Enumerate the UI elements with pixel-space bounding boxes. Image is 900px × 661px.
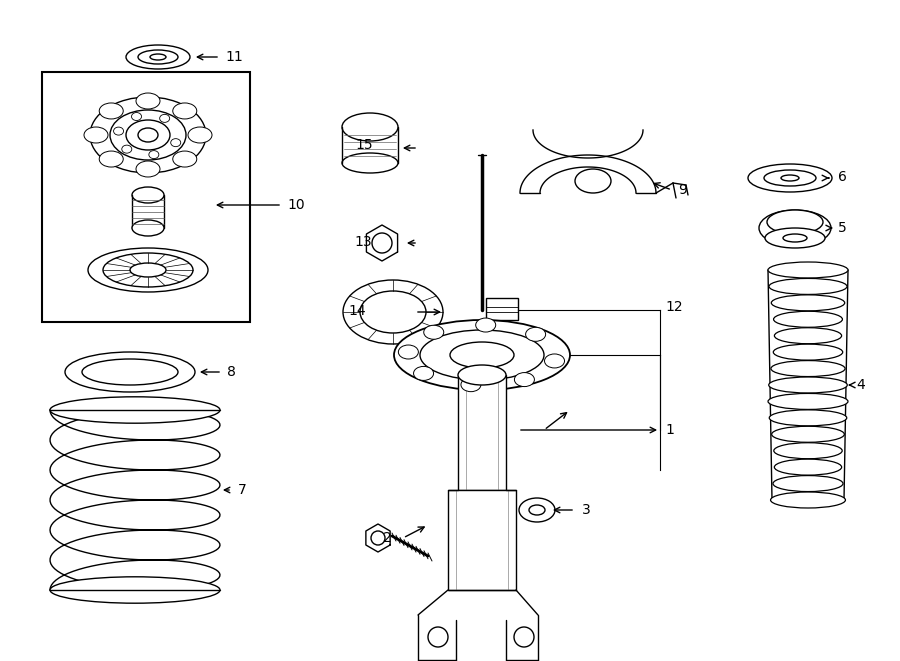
Ellipse shape [126,45,190,69]
Ellipse shape [414,366,434,380]
Ellipse shape [544,354,564,368]
Ellipse shape [770,410,847,426]
Ellipse shape [768,262,848,278]
Ellipse shape [150,54,166,60]
Ellipse shape [461,377,481,392]
Ellipse shape [424,325,444,339]
Ellipse shape [103,253,193,287]
Ellipse shape [774,311,842,327]
Ellipse shape [90,97,206,173]
Ellipse shape [748,164,832,192]
Ellipse shape [768,393,848,409]
Ellipse shape [99,103,123,119]
Ellipse shape [50,577,220,603]
Ellipse shape [188,127,212,143]
Ellipse shape [774,459,842,475]
Text: 10: 10 [287,198,304,212]
Ellipse shape [476,318,496,332]
Ellipse shape [575,169,611,193]
Ellipse shape [771,295,845,311]
Ellipse shape [132,220,164,236]
Ellipse shape [113,127,123,135]
Ellipse shape [759,210,831,246]
Ellipse shape [781,175,799,181]
Ellipse shape [130,263,166,277]
Ellipse shape [769,278,847,294]
Text: 7: 7 [238,483,247,497]
Bar [486,298,518,320]
Circle shape [428,627,448,647]
Text: 9: 9 [678,183,687,197]
Ellipse shape [171,139,181,147]
Ellipse shape [110,110,186,160]
Ellipse shape [420,330,544,380]
Text: 6: 6 [838,170,847,184]
Ellipse shape [765,228,825,248]
Ellipse shape [771,426,844,442]
Ellipse shape [159,114,170,122]
Text: 1: 1 [665,423,674,437]
Ellipse shape [342,113,398,141]
Ellipse shape [84,127,108,143]
Bar [42,72,250,322]
Ellipse shape [126,120,170,150]
Ellipse shape [770,492,845,508]
Text: 12: 12 [665,300,682,314]
Ellipse shape [136,161,160,177]
Text: 8: 8 [227,365,236,379]
Ellipse shape [774,443,842,459]
Ellipse shape [122,145,131,153]
Bar [458,375,506,490]
Ellipse shape [88,248,208,292]
Text: 11: 11 [225,50,243,64]
Ellipse shape [458,365,506,385]
Ellipse shape [450,342,514,368]
Bar [448,490,516,590]
Text: 2: 2 [383,531,392,545]
Ellipse shape [773,475,843,492]
Ellipse shape [148,151,159,159]
Ellipse shape [173,103,197,119]
Ellipse shape [136,93,160,109]
Ellipse shape [50,397,220,423]
Text: 14: 14 [348,304,365,318]
Ellipse shape [769,377,847,393]
Text: 4: 4 [856,378,865,392]
Ellipse shape [771,360,845,377]
Text: 5: 5 [838,221,847,235]
Ellipse shape [99,151,123,167]
Ellipse shape [767,210,823,234]
Ellipse shape [515,373,535,387]
Ellipse shape [173,151,197,167]
Ellipse shape [65,352,195,392]
Ellipse shape [399,345,418,359]
Ellipse shape [529,505,545,515]
Ellipse shape [783,234,807,242]
Ellipse shape [360,291,426,333]
Ellipse shape [138,128,158,142]
Ellipse shape [774,328,842,344]
Ellipse shape [394,320,570,390]
Ellipse shape [526,327,545,341]
Ellipse shape [342,153,398,173]
Ellipse shape [138,50,178,64]
Ellipse shape [132,187,164,203]
Ellipse shape [764,170,816,186]
Circle shape [371,531,385,545]
Ellipse shape [343,280,443,344]
Text: 3: 3 [582,503,590,517]
Circle shape [372,233,392,253]
Ellipse shape [773,344,842,360]
Circle shape [514,627,534,647]
Text: 15: 15 [355,138,373,152]
Ellipse shape [519,498,555,522]
Text: 13: 13 [354,235,372,249]
Ellipse shape [131,112,141,120]
Ellipse shape [82,359,178,385]
